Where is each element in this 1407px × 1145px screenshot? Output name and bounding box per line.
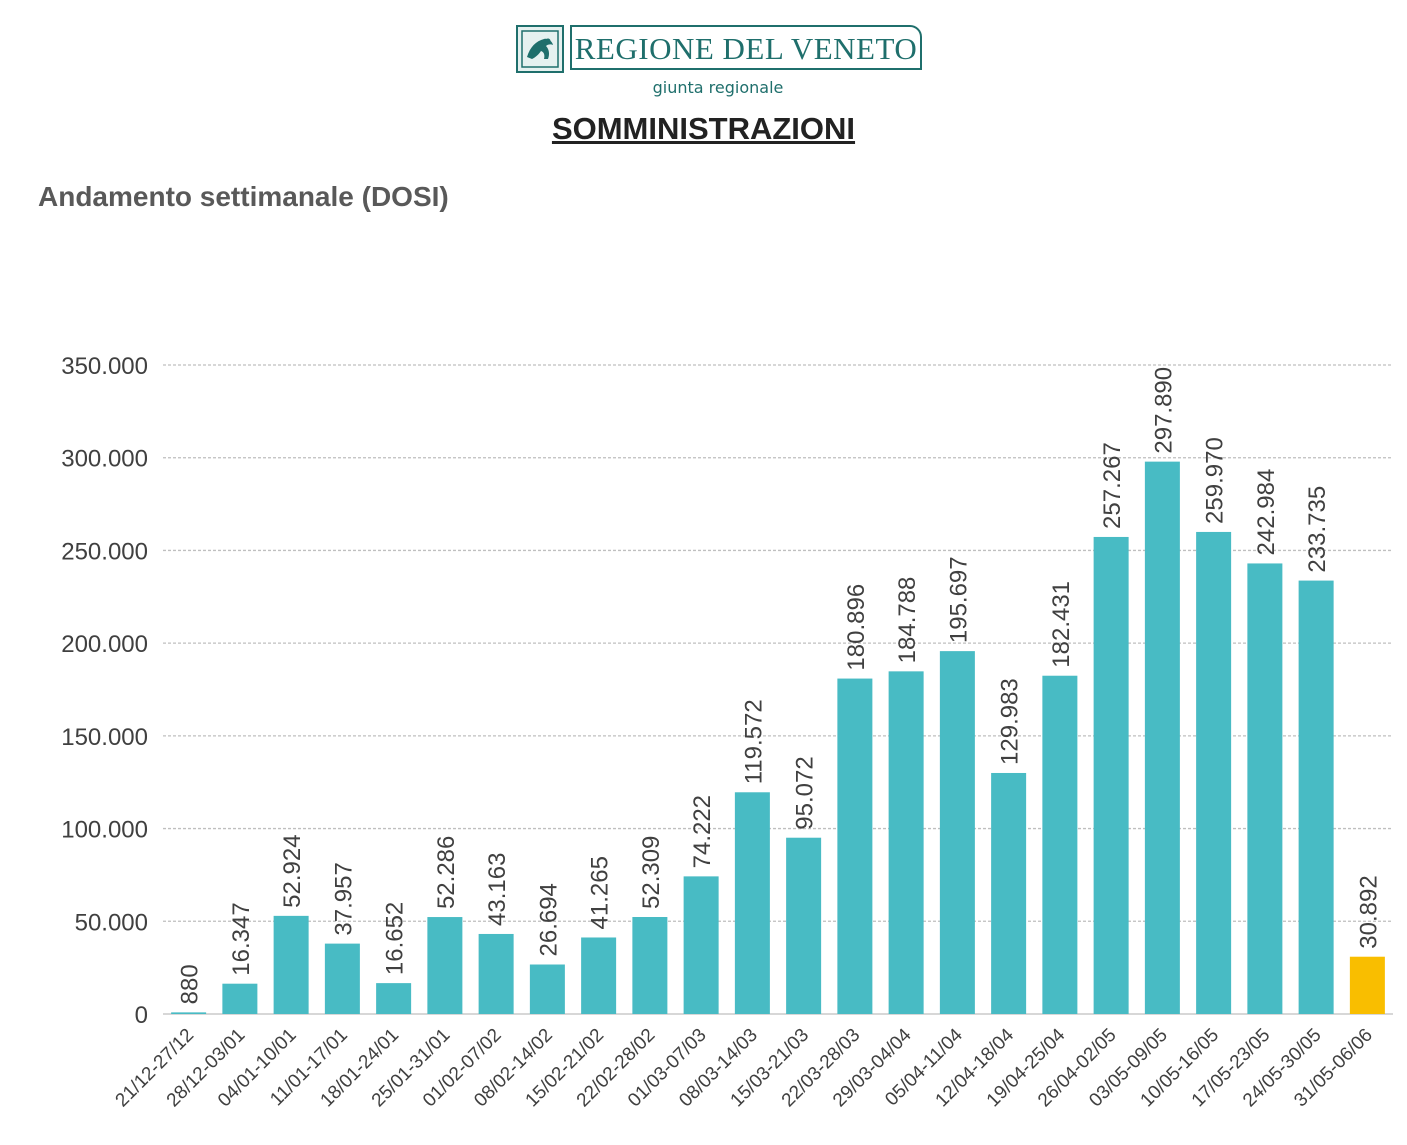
bar <box>1298 580 1334 1014</box>
y-tick-label: 300.000 <box>61 446 148 473</box>
data-label: 180.896 <box>843 584 870 671</box>
bar <box>1196 531 1232 1014</box>
bar <box>427 917 463 1014</box>
data-label: 74.222 <box>689 795 716 868</box>
bar <box>171 1012 207 1014</box>
data-label: 297.890 <box>1150 367 1177 454</box>
data-label: 880 <box>177 964 204 1004</box>
bar <box>786 837 822 1014</box>
bar <box>991 772 1027 1014</box>
data-label: 257.267 <box>1099 442 1126 529</box>
bar <box>1247 563 1283 1014</box>
data-label: 119.572 <box>740 699 767 784</box>
data-label: 16.652 <box>382 902 409 975</box>
bar <box>1144 461 1180 1014</box>
data-label: 195.697 <box>945 556 972 643</box>
bar <box>837 678 873 1014</box>
regione-veneto-logo: REGIONE DEL VENETO giunta regionale <box>516 22 926 102</box>
data-label: 26.694 <box>535 883 562 956</box>
data-label: 30.892 <box>1355 875 1382 948</box>
y-tick-label: 350.000 <box>61 353 148 380</box>
bar <box>529 964 565 1014</box>
bar <box>478 933 514 1014</box>
bar <box>1349 956 1385 1014</box>
data-label: 95.072 <box>792 756 819 829</box>
data-label: 52.924 <box>279 834 306 907</box>
y-tick-label: 200.000 <box>61 631 148 658</box>
data-label: 16.347 <box>228 902 255 975</box>
data-label: 184.788 <box>894 577 921 664</box>
data-label: 52.309 <box>638 836 665 909</box>
data-label: 233.735 <box>1304 486 1331 573</box>
bar <box>1093 536 1129 1014</box>
bar <box>939 651 975 1014</box>
data-label: 41.265 <box>587 856 614 929</box>
y-tick-label: 250.000 <box>61 538 148 565</box>
data-label: 43.163 <box>484 853 511 926</box>
bar <box>581 937 617 1014</box>
bar <box>376 983 412 1014</box>
data-label: 52.286 <box>433 836 460 909</box>
bar <box>324 943 360 1014</box>
data-label: 242.984 <box>1253 469 1280 556</box>
bar <box>1042 675 1078 1014</box>
y-tick-label: 50.000 <box>75 909 148 936</box>
bar <box>273 915 309 1014</box>
logo-subtitle: giunta regionale <box>652 78 784 97</box>
logo-name: REGIONE DEL VENETO <box>574 31 918 66</box>
data-label: 37.957 <box>330 862 357 935</box>
logo-frame: REGIONE DEL VENETO <box>570 25 922 70</box>
data-label: 129.983 <box>997 678 1024 765</box>
bar <box>734 792 770 1014</box>
bar <box>683 876 719 1014</box>
bar <box>222 983 258 1014</box>
y-tick-label: 0 <box>135 1002 148 1029</box>
data-label: 182.431 <box>1048 581 1075 668</box>
y-tick-label: 100.000 <box>61 817 148 844</box>
page-title: SOMMINISTRAZIONI <box>551 111 856 146</box>
bar <box>888 671 924 1014</box>
chart-subtitle: Andamento settimanale (DOSI) <box>38 181 449 212</box>
bar <box>632 917 668 1014</box>
y-tick-label: 150.000 <box>61 724 148 751</box>
data-label: 259.970 <box>1202 437 1229 524</box>
lion-emblem-icon <box>516 25 564 73</box>
